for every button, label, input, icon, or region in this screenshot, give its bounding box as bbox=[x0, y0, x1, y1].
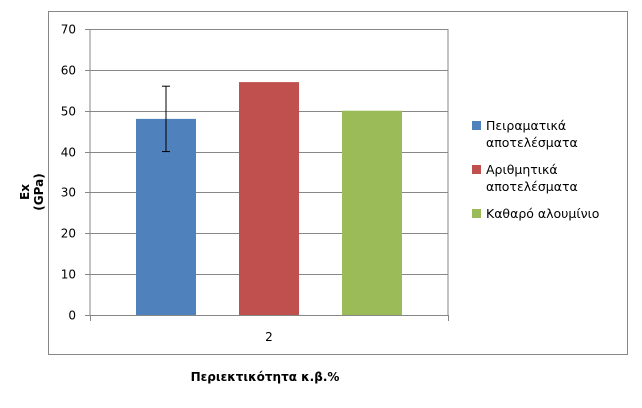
x-tick-label: 2 bbox=[265, 330, 273, 344]
legend-label-experimental: Πειραματικά αποτελέσματα bbox=[486, 118, 578, 150]
legend-swatch-experimental bbox=[472, 121, 481, 130]
legend: Πειραματικά αποτελέσματα Αριθμητικά αποτ… bbox=[472, 117, 622, 232]
y-tick-label: 40 bbox=[61, 146, 76, 160]
bar-2 bbox=[239, 82, 299, 315]
x-axis-title: Περιεκτικότητα κ.β.% bbox=[190, 370, 340, 384]
legend-label-pure-aluminium: Καθαρό αλουμίνιο bbox=[486, 206, 600, 221]
legend-item-numerical: Αριθμητικά αποτελέσματα bbox=[472, 161, 622, 195]
y-tick-label: 0 bbox=[68, 309, 76, 323]
y-tick-label: 60 bbox=[61, 64, 76, 78]
y-tick-label: 10 bbox=[61, 268, 76, 282]
y-tick-label: 50 bbox=[61, 105, 76, 119]
legend-item-experimental: Πειραματικά αποτελέσματα bbox=[472, 117, 622, 151]
legend-swatch-numerical bbox=[472, 165, 481, 174]
legend-item-pure-aluminium: Καθαρό αλουμίνιο bbox=[472, 205, 622, 222]
y-axis-title: Ex (GPa) bbox=[18, 173, 46, 211]
y-tick-label: 20 bbox=[61, 227, 76, 241]
legend-swatch-pure-aluminium bbox=[472, 209, 481, 218]
y-tick-label: 30 bbox=[61, 186, 76, 200]
y-tick-label: 70 bbox=[61, 23, 76, 37]
legend-label-numerical: Αριθμητικά αποτελέσματα bbox=[486, 162, 578, 194]
bar-3 bbox=[342, 110, 402, 315]
